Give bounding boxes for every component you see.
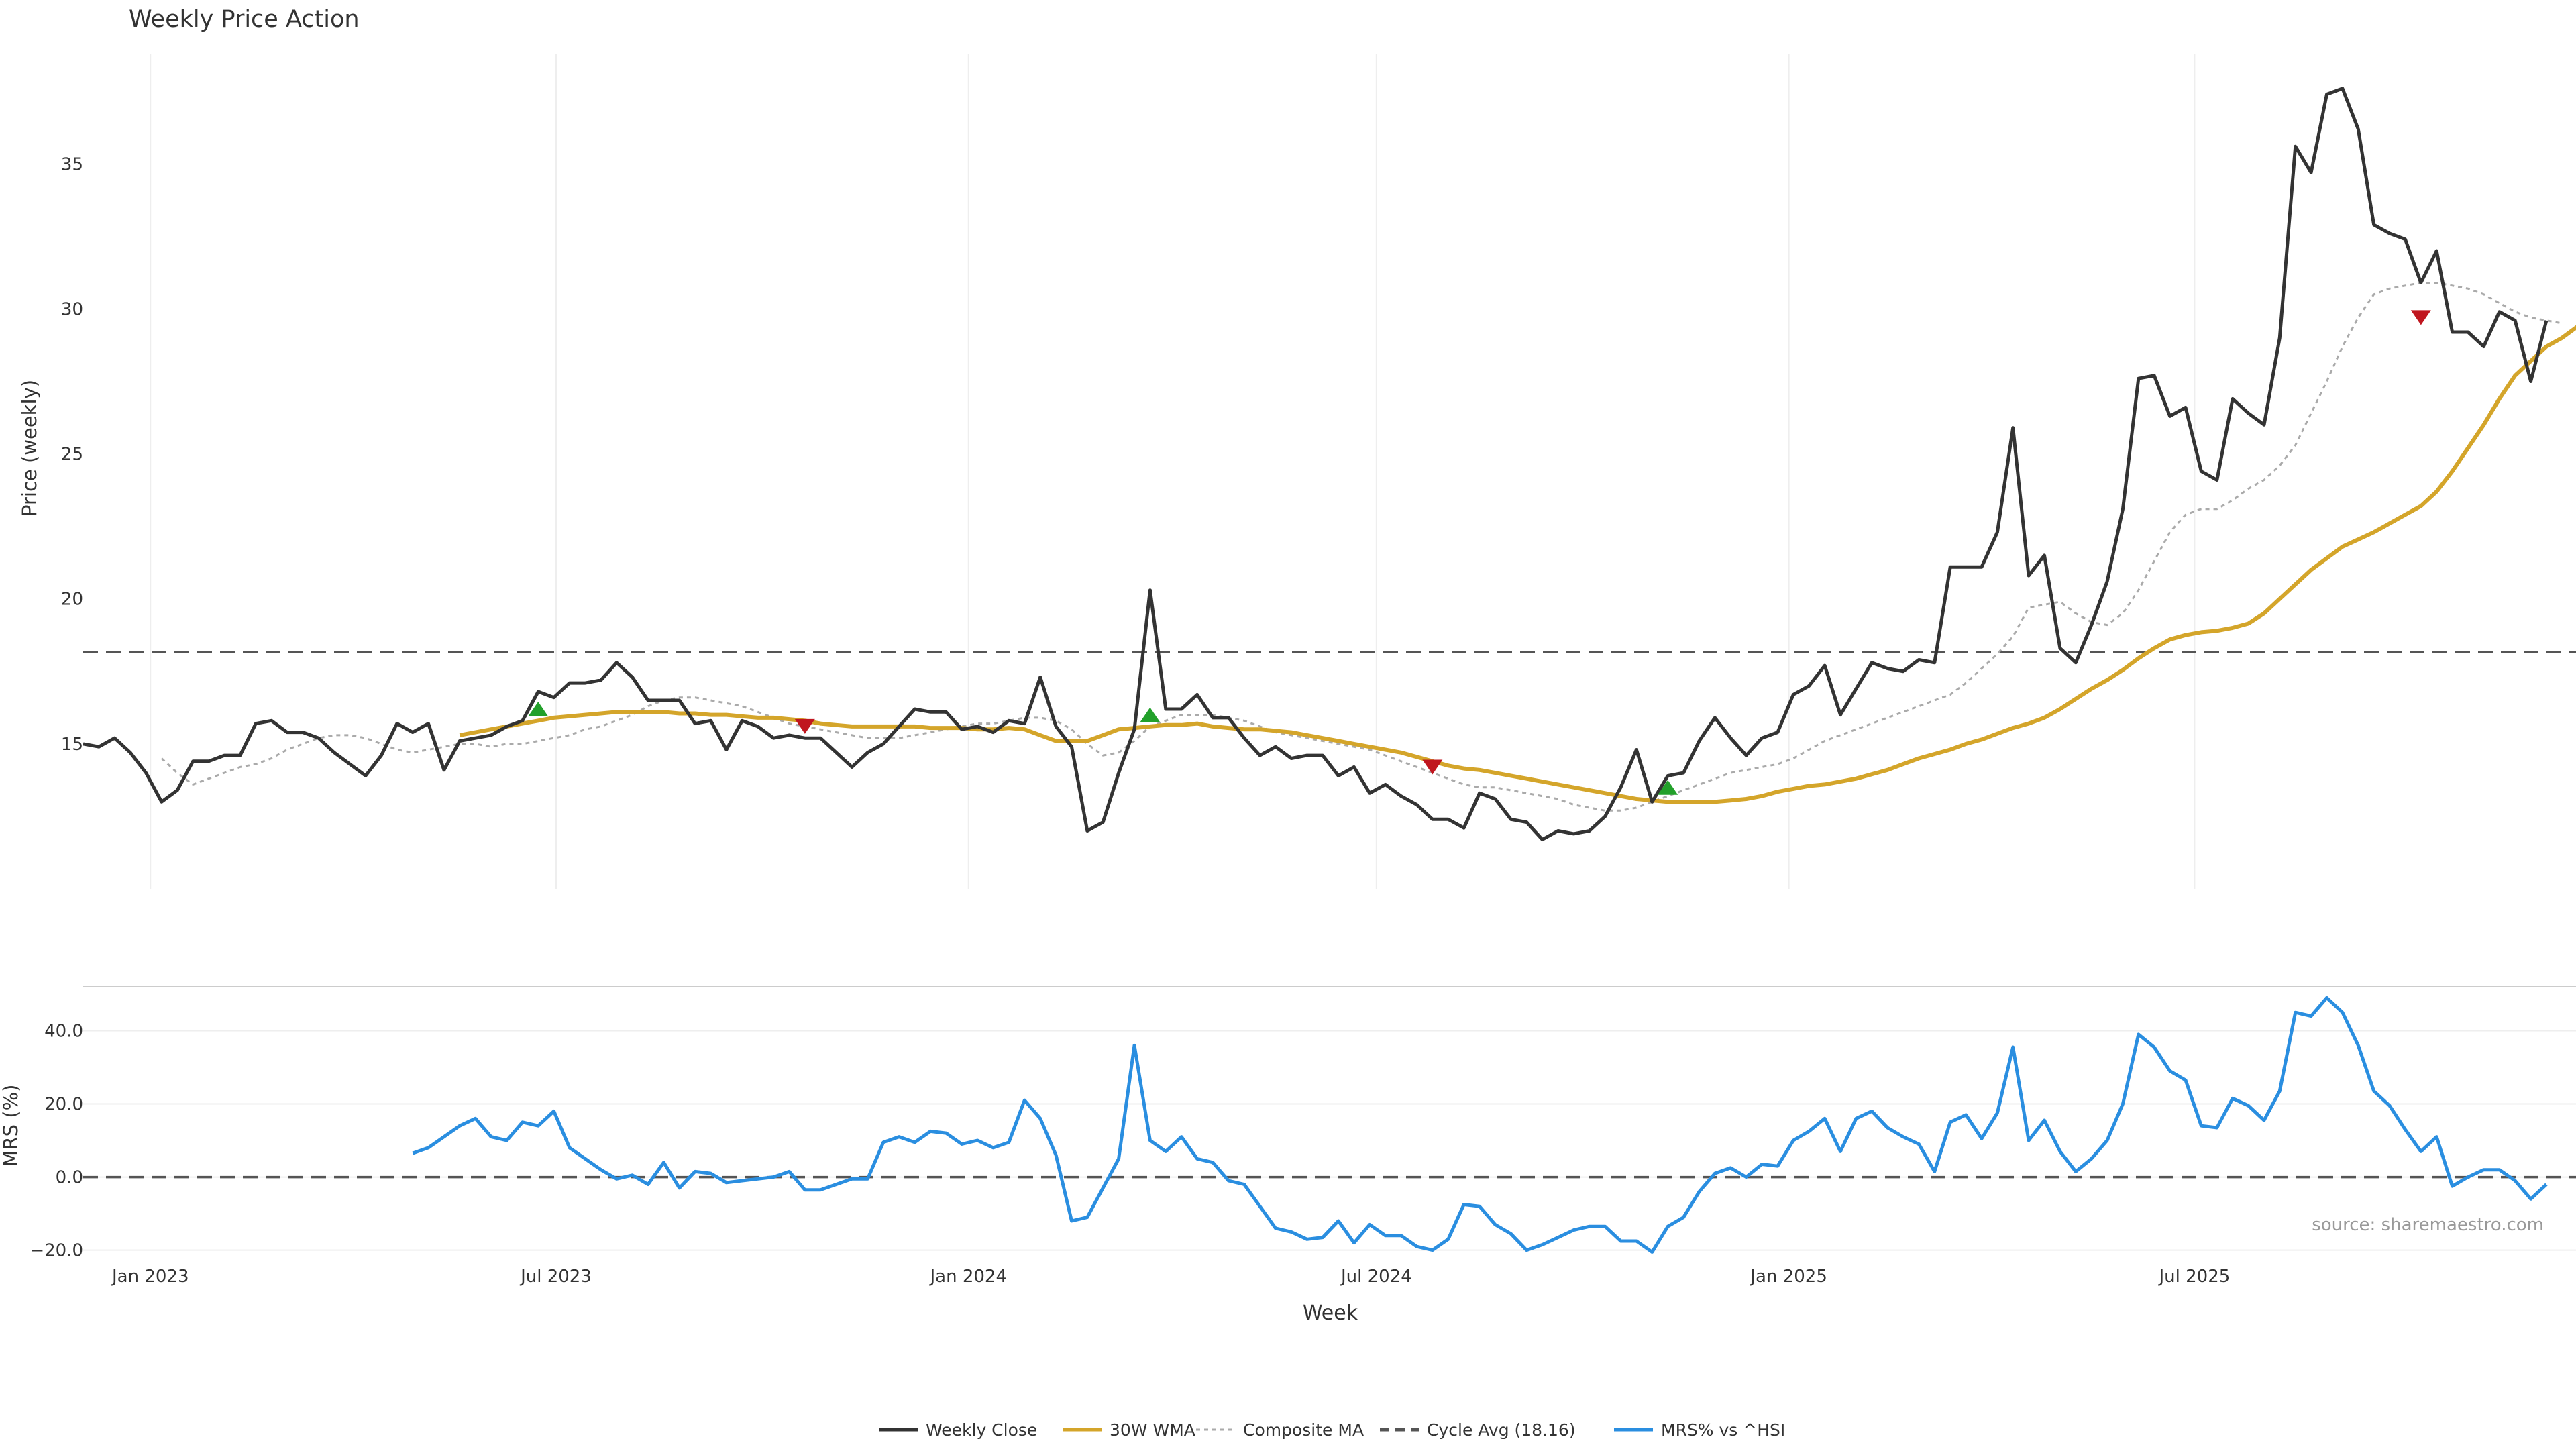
source-annotation: source: sharemaestro.com xyxy=(2312,1215,2544,1235)
x-axis-ticks: Jan 2023 Jul 2023 Jan 2024 Jul 2024 Jan 2025… xyxy=(111,1267,2230,1287)
buy-signal-marker xyxy=(528,701,549,716)
price-y-tick-label: 30 xyxy=(61,299,83,319)
price-grid xyxy=(150,54,2196,889)
buy-signal-marker xyxy=(1658,780,1678,795)
buy-signal-marker xyxy=(1140,707,1161,722)
mrs-grid xyxy=(83,1030,2576,1251)
mrs-y-tick-label: 20.0 xyxy=(44,1095,83,1115)
price-y-tick-label: 15 xyxy=(61,735,83,755)
legend-label: MRS% vs ^HSI xyxy=(1661,1420,1785,1440)
legend-label: Composite MA xyxy=(1243,1420,1364,1440)
x-tick-label: Jan 2023 xyxy=(111,1267,189,1287)
legend-label: 30W WMA xyxy=(1110,1420,1195,1440)
mrs-y-tick-label: −20.0 xyxy=(30,1241,83,1261)
x-tick-label: Jan 2024 xyxy=(929,1267,1008,1287)
30w-wma-line xyxy=(459,325,2576,804)
mrs-y-tick-label: 0.0 xyxy=(56,1168,83,1188)
mrs-y-ticks: 40.0 20.0 0.0 −20.0 xyxy=(30,1021,83,1260)
x-tick-label: Jul 2023 xyxy=(519,1267,592,1287)
price-y-tick-label: 25 xyxy=(61,445,83,465)
signal-markers xyxy=(528,310,2431,795)
price-y-tick-label: 35 xyxy=(61,154,83,174)
price-chart-title: Weekly Price Action xyxy=(129,6,360,33)
price-y-ticks: 15 20 25 30 35 xyxy=(61,154,83,755)
x-tick-label: Jan 2025 xyxy=(1749,1267,1827,1287)
sell-signal-marker xyxy=(2410,310,2431,325)
legend-label: Cycle Avg (18.16) xyxy=(1427,1420,1576,1440)
sell-signal-marker xyxy=(1422,759,1443,775)
legend-label: Weekly Close xyxy=(926,1420,1037,1440)
mrs-y-tick-label: 40.0 xyxy=(44,1021,83,1041)
legend: Weekly Close 30W WMA Composite MA Cycle Avg… xyxy=(879,1420,1785,1440)
x-axis-label: Week xyxy=(1303,1301,1358,1325)
composite-ma-line xyxy=(160,282,2563,812)
mrs-series xyxy=(83,996,2576,1254)
price-y-axis-label: Price (weekly) xyxy=(18,380,41,517)
mrs-y-axis-label: MRS (%) xyxy=(0,1085,22,1167)
x-tick-label: Jul 2025 xyxy=(2157,1267,2230,1287)
weekly-close-line xyxy=(83,87,2548,841)
price-series xyxy=(83,87,2576,841)
price-y-tick-label: 20 xyxy=(61,590,83,610)
mrs-line xyxy=(412,996,2548,1254)
sell-signal-marker xyxy=(794,718,815,734)
x-tick-label: Jul 2024 xyxy=(1340,1267,1412,1287)
